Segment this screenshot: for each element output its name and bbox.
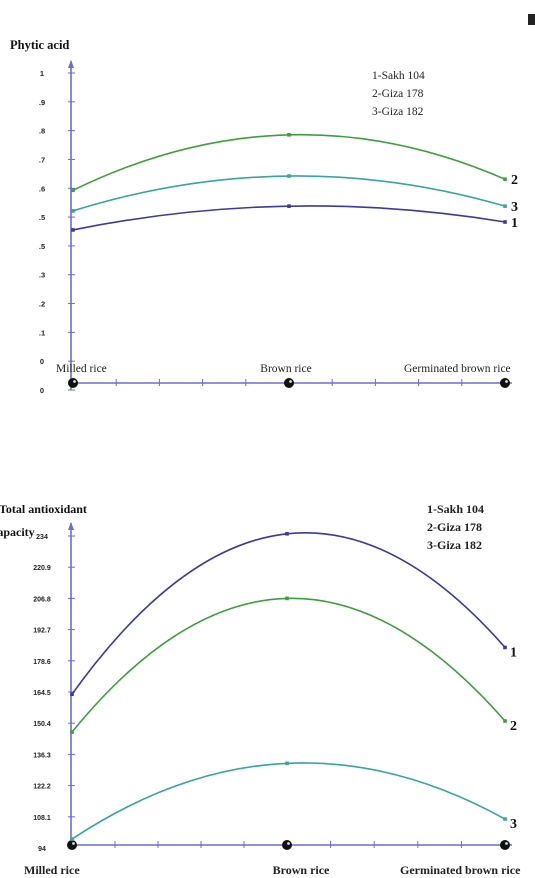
y-tick-label: 150.4 <box>33 721 51 728</box>
series-line <box>71 532 506 695</box>
data-point <box>503 645 507 650</box>
y-tick-label: .3 <box>39 271 45 280</box>
data-point <box>70 837 74 841</box>
legend-entry: 1-Sakh 104 <box>427 502 484 516</box>
data-point <box>503 220 507 224</box>
data-point <box>285 761 289 766</box>
data-point <box>70 692 74 697</box>
category-label: Brown rice <box>260 363 311 375</box>
y-axis-title: Phytic acid <box>10 38 69 52</box>
legend-entry: 3-Giza 182 <box>427 538 482 552</box>
category-label: Germinated brown rice <box>404 363 511 375</box>
category-marker <box>282 840 292 850</box>
data-point <box>503 177 507 181</box>
category-marker-highlight <box>289 380 292 383</box>
data-point <box>287 133 291 137</box>
y-tick-label: .6 <box>39 184 45 193</box>
data-point <box>503 204 507 208</box>
category-label: Germinated brown rice <box>400 863 521 877</box>
category-marker-highlight <box>505 842 508 845</box>
y-tick-label: 206.8 <box>33 596 51 603</box>
category-label: Brown rice <box>273 863 330 877</box>
y-tick-label: 0 <box>40 386 44 395</box>
y-tick-label: 94 <box>38 846 46 853</box>
series-end-label: 3 <box>511 200 518 215</box>
y-tick-label: 178.6 <box>33 659 51 666</box>
data-point <box>285 531 289 536</box>
data-point <box>287 174 291 178</box>
data-point <box>287 204 291 208</box>
legend-entry: 3-Giza 182 <box>372 106 424 118</box>
data-point <box>71 188 75 193</box>
category-marker <box>500 840 510 850</box>
series-end-label: 3 <box>510 817 517 832</box>
y-tick-label: 234 <box>36 534 48 541</box>
data-point <box>71 209 75 213</box>
category-marker-highlight <box>287 842 290 845</box>
category-marker-highlight <box>73 380 76 383</box>
y-tick-label: 164.5 <box>33 690 51 697</box>
series-line <box>71 597 506 733</box>
data-point <box>70 730 74 734</box>
data-point <box>503 817 507 821</box>
y-tick-label: 220.9 <box>33 565 51 572</box>
category-label: Milled rice <box>24 863 80 877</box>
y-tick-label: .9 <box>39 98 45 107</box>
legend-entry: 2-Giza 178 <box>372 88 424 100</box>
category-marker-highlight <box>72 842 75 845</box>
y-tick-label: 122.2 <box>33 784 51 791</box>
phytic-acid-chart: Phytic acid 0 0 .1 .2 .3 .5 .5 .6 .7 .8 .9 1 Milled r… <box>10 38 518 395</box>
category-marker <box>284 378 294 388</box>
series-end-label: 1 <box>511 216 518 231</box>
y-tick-label: 0 <box>40 357 44 366</box>
y-tick-label: .5 <box>39 242 45 251</box>
y-tick-label: 1 <box>40 69 44 78</box>
y-tick-label: 192.7 <box>33 628 51 635</box>
y-tick-label: .7 <box>39 155 45 164</box>
category-marker <box>68 378 78 388</box>
data-point <box>285 596 289 601</box>
category-marker <box>500 378 510 388</box>
legend-entry: 2-Giza 178 <box>427 520 482 534</box>
y-tick-label: .8 <box>39 127 45 136</box>
data-point <box>71 228 75 232</box>
legend-entry: 1-Sakh 104 <box>372 70 425 82</box>
y-tick-label: .2 <box>39 300 45 309</box>
category-marker-highlight <box>505 380 508 383</box>
category-label: Milled rice <box>56 363 107 375</box>
cropped-edge-mark <box>528 14 535 25</box>
category-marker <box>67 840 77 850</box>
y-axis-arrow <box>68 60 74 68</box>
y-axis-arrow <box>68 522 74 530</box>
series-line <box>71 762 506 840</box>
series-end-label: 2 <box>511 173 518 188</box>
y-tick-label: .1 <box>39 328 45 337</box>
y-tick-label: 108.1 <box>33 815 51 822</box>
data-point <box>503 719 507 723</box>
y-tick-label: .5 <box>39 213 45 222</box>
series-end-label: 2 <box>510 719 517 734</box>
series-end-label: 1 <box>510 645 517 660</box>
y-tick-label: 136.3 <box>33 752 51 759</box>
y-axis-title: Total antioxidantcapacity <box>0 502 87 539</box>
